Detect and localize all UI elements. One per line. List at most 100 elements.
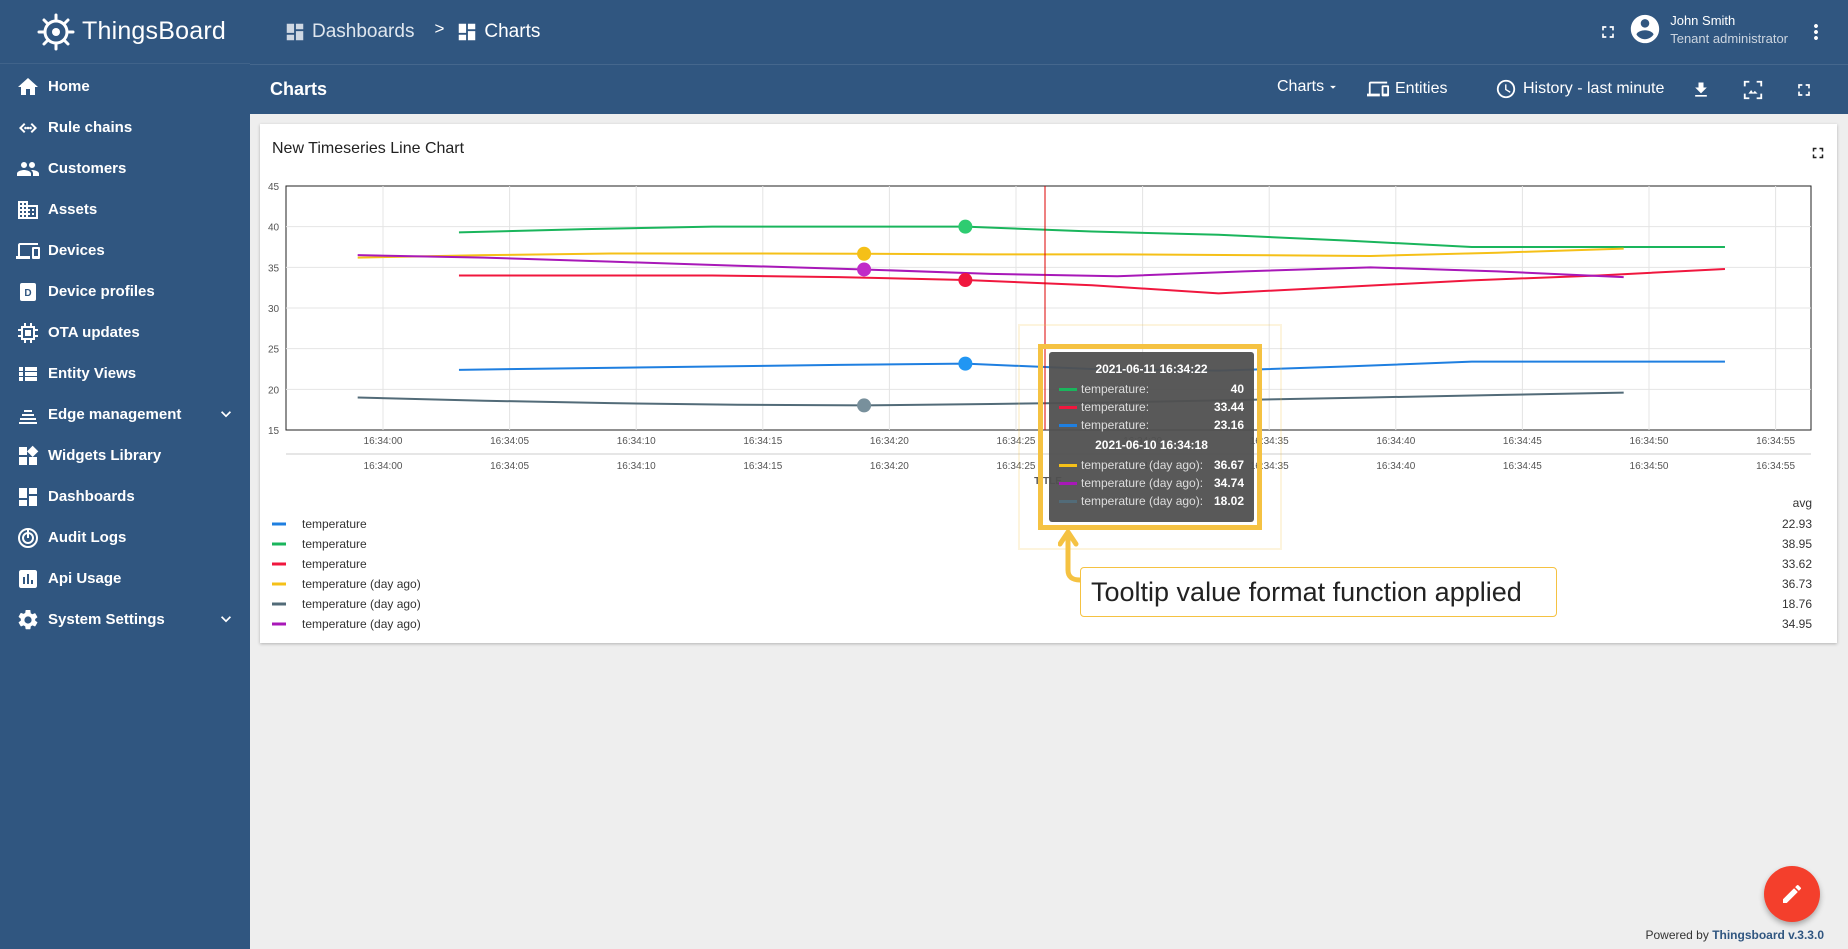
tooltip-timestamp: 2021-06-10 16:34:18 <box>1095 438 1208 452</box>
edge-icon <box>19 409 37 424</box>
y-tick-label: 45 <box>268 182 280 193</box>
breadcrumb-charts: Charts <box>456 21 540 43</box>
states-label: Charts <box>1277 78 1325 95</box>
devices-icon <box>16 242 40 259</box>
y-tick-label: 20 <box>268 385 280 396</box>
edit-fab-button[interactable] <box>1764 866 1820 922</box>
devices-icon <box>1367 81 1389 97</box>
settings-icon <box>18 609 38 629</box>
tooltip-row: temperature: 33.44 <box>1059 398 1244 416</box>
legend-header-avg: avg <box>1793 496 1812 510</box>
fullscreen-icon[interactable] <box>1598 22 1618 42</box>
x-tick-label: 16:34:15 <box>743 436 782 447</box>
legend-label: temperature (day ago) <box>302 617 421 631</box>
legend-label: temperature <box>302 537 367 551</box>
footer: Powered by Thingsboard v.3.3.0 <box>1645 928 1824 942</box>
arrow-up-icon <box>1058 530 1083 583</box>
legend-avg-value: 22.93 <box>1782 517 1812 531</box>
sidebar-item-label: Home <box>48 78 90 95</box>
sidebar-item-edge-management[interactable]: Edge management <box>0 394 250 435</box>
hover-point-marker <box>958 356 973 371</box>
dashboards-icon <box>19 487 37 506</box>
states-dropdown[interactable]: Charts <box>1277 78 1340 96</box>
x-tick-label: 16:34:10 <box>617 436 656 447</box>
tooltip-label: temperature (day ago): <box>1081 458 1204 472</box>
sidebar-item-devices[interactable]: Devices <box>0 230 250 271</box>
sidebar-item-api-usage[interactable]: Api Usage <box>0 558 250 599</box>
sidebar-item-entity-views[interactable]: Entity Views <box>0 353 250 394</box>
breadcrumb-dashboards[interactable]: Dashboards <box>284 21 414 43</box>
svg-text:D: D <box>24 288 31 299</box>
image-capture-icon[interactable] <box>1742 79 1764 101</box>
sidebar-item-assets[interactable]: Assets <box>0 189 250 230</box>
sidebar-item-label: Audit Logs <box>48 529 127 546</box>
tooltip-value: 34.74 <box>1213 476 1244 490</box>
tooltip-row: temperature (day ago): 34.74 <box>1059 474 1244 492</box>
tooltip-label: temperature: <box>1081 382 1150 396</box>
sidebar-item-ota-updates[interactable]: OTA updates <box>0 312 250 353</box>
legend-avg-value: 18.76 <box>1782 597 1812 611</box>
user-menu[interactable]: John Smith Tenant administrator <box>1628 12 1788 46</box>
series-swatch <box>1059 387 1077 391</box>
sidebar-item-device-profiles[interactable]: D Device profiles <box>0 271 250 312</box>
tooltip-value: 23.16 <box>1213 418 1244 432</box>
tooltip-label: temperature: <box>1081 400 1150 414</box>
entity-views-icon <box>19 366 37 381</box>
sidebar-item-customers[interactable]: Customers <box>0 148 250 189</box>
x-tick-label: 16:34:50 <box>1630 436 1669 447</box>
thingsboard-logo-icon <box>37 13 75 50</box>
series-swatch <box>1059 463 1077 467</box>
download-icon[interactable] <box>1691 80 1711 100</box>
chart-widget: New Timeseries Line Chart 15 20 25 30 35 40 45… <box>260 124 1837 643</box>
x-tick-label: 16:34:35 <box>1250 436 1289 447</box>
x-tick-label-secondary: 16:34:45 <box>1503 461 1542 472</box>
sidebar-item-dashboards[interactable]: Dashboards <box>0 476 250 517</box>
line-chart[interactable]: 15 20 25 30 35 40 45 16:34:00 16:34:00 16:34:05 16… <box>260 124 1837 643</box>
x-tick-label: 16:34:05 <box>490 436 529 447</box>
series-swatch <box>1059 423 1077 427</box>
tooltip-timestamp: 2021-06-11 16:34:22 <box>1095 362 1208 376</box>
user-name: John Smith <box>1670 12 1736 28</box>
timewindow-button[interactable]: History - last minute <box>1495 78 1664 100</box>
footer-version-link[interactable]: Thingsboard v.3.3.0 <box>1712 928 1824 942</box>
user-role: Tenant administrator <box>1670 30 1788 46</box>
chevron-down-icon[interactable] <box>216 609 236 629</box>
sidebar-item-widgets-library[interactable]: Widgets Library <box>0 435 250 476</box>
widgets-icon <box>19 445 39 465</box>
tooltip-glow <box>1018 324 1282 550</box>
x-tick-label-secondary: 16:34:05 <box>490 461 529 472</box>
sidebar-item-home[interactable]: Home <box>0 66 250 107</box>
chevron-down-icon[interactable] <box>216 404 236 424</box>
tooltip-value: 36.67 <box>1213 458 1244 472</box>
x-tick-label-secondary: 16:34:35 <box>1250 461 1289 472</box>
breadcrumb-charts-label: Charts <box>484 21 541 42</box>
fullscreen-icon[interactable] <box>1794 80 1814 100</box>
sidebar-item-label: Rule chains <box>48 119 133 136</box>
rule-chain-icon <box>19 122 37 133</box>
fullscreen-icon[interactable] <box>1809 144 1827 162</box>
sidebar-item-system-settings[interactable]: System Settings <box>0 599 250 640</box>
tooltip-label: temperature (day ago): <box>1081 476 1204 490</box>
x-tick-label-secondary: 16:34:55 <box>1756 461 1795 472</box>
arrow-drop-down-icon <box>1330 85 1337 89</box>
brand-name: ThingsBoard <box>82 17 226 45</box>
series-swatch <box>1059 499 1077 503</box>
hover-point-marker <box>857 246 872 261</box>
x-tick-label: 16:34:00 <box>364 436 403 447</box>
legend-avg-value: 34.95 <box>1782 617 1812 631</box>
sidebar-item-audit-logs[interactable]: Audit Logs <box>0 517 250 558</box>
entities-button[interactable]: Entities <box>1367 78 1447 100</box>
widget-title: New Timeseries Line Chart <box>272 140 465 157</box>
dashboard-icon <box>286 23 304 41</box>
sidebar-item-rule-chains[interactable]: Rule chains <box>0 107 250 148</box>
breadcrumb-dashboards-label: Dashboards <box>312 21 415 42</box>
customers-icon <box>17 161 39 176</box>
series-line-5 <box>357 254 1624 279</box>
dashboard-title: Charts <box>270 79 328 99</box>
hover-point-marker <box>958 219 973 234</box>
more-vert-icon[interactable] <box>1804 20 1828 44</box>
x-tick-label: 16:34:55 <box>1756 436 1795 447</box>
brand[interactable]: ThingsBoard <box>0 0 250 64</box>
assets-icon <box>18 200 38 219</box>
x-tick-label-secondary: 16:34:15 <box>743 461 782 472</box>
